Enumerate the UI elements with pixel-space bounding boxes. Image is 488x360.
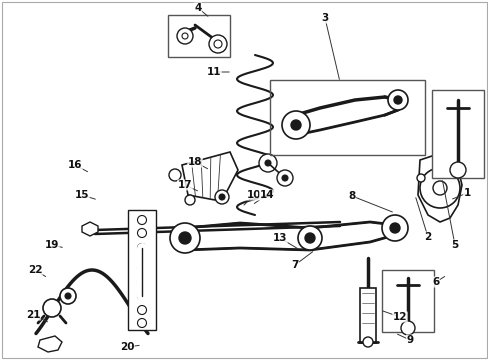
Text: 3: 3 [321,13,328,23]
Circle shape [297,226,321,250]
Circle shape [137,264,146,273]
Circle shape [43,299,61,317]
Circle shape [259,154,276,172]
Circle shape [137,243,146,252]
Circle shape [276,170,292,186]
Text: 11: 11 [206,67,221,77]
Circle shape [137,319,146,328]
Circle shape [290,120,301,130]
Circle shape [219,194,224,200]
Circle shape [137,229,146,238]
Text: 22: 22 [28,265,42,275]
Circle shape [393,96,401,104]
Circle shape [362,337,372,347]
Circle shape [381,215,407,241]
Circle shape [65,293,71,299]
FancyBboxPatch shape [381,270,433,332]
Text: 2: 2 [424,232,431,242]
Circle shape [137,278,146,287]
Circle shape [208,35,226,53]
Circle shape [214,40,222,48]
Circle shape [282,175,287,181]
FancyBboxPatch shape [359,288,375,343]
Circle shape [184,195,195,205]
Text: 9: 9 [406,335,413,345]
FancyBboxPatch shape [128,210,156,330]
Polygon shape [182,152,238,200]
Circle shape [449,162,465,178]
Text: 4: 4 [194,3,201,13]
Polygon shape [82,222,98,236]
Text: 1: 1 [463,188,469,198]
FancyBboxPatch shape [168,15,229,57]
Text: 20: 20 [120,342,134,352]
Circle shape [137,216,146,225]
Text: 14: 14 [259,190,274,200]
FancyBboxPatch shape [431,90,483,178]
Text: 18: 18 [187,157,202,167]
Text: 12: 12 [392,312,407,322]
Circle shape [170,223,200,253]
Circle shape [169,169,181,181]
Circle shape [60,288,76,304]
Text: 6: 6 [431,277,439,287]
Circle shape [264,160,270,166]
Text: 19: 19 [45,240,59,250]
Circle shape [215,190,228,204]
Polygon shape [417,155,461,222]
Circle shape [137,292,146,301]
Text: 8: 8 [347,191,355,201]
Text: 10: 10 [246,190,261,200]
Circle shape [305,233,314,243]
Circle shape [177,28,193,44]
Circle shape [389,223,399,233]
Polygon shape [295,97,397,135]
Circle shape [182,33,187,39]
Text: 13: 13 [272,233,286,243]
Circle shape [419,168,459,208]
Text: 15: 15 [75,190,89,200]
Text: 5: 5 [450,240,458,250]
Circle shape [179,232,191,244]
Text: 16: 16 [68,160,82,170]
Circle shape [432,181,446,195]
Circle shape [282,111,309,139]
Circle shape [400,321,414,335]
Circle shape [387,90,407,110]
Text: 7: 7 [291,260,298,270]
Polygon shape [184,222,394,250]
Text: 21: 21 [26,310,40,320]
Text: 17: 17 [177,180,192,190]
Circle shape [416,174,424,182]
Circle shape [137,306,146,315]
Polygon shape [38,336,62,352]
